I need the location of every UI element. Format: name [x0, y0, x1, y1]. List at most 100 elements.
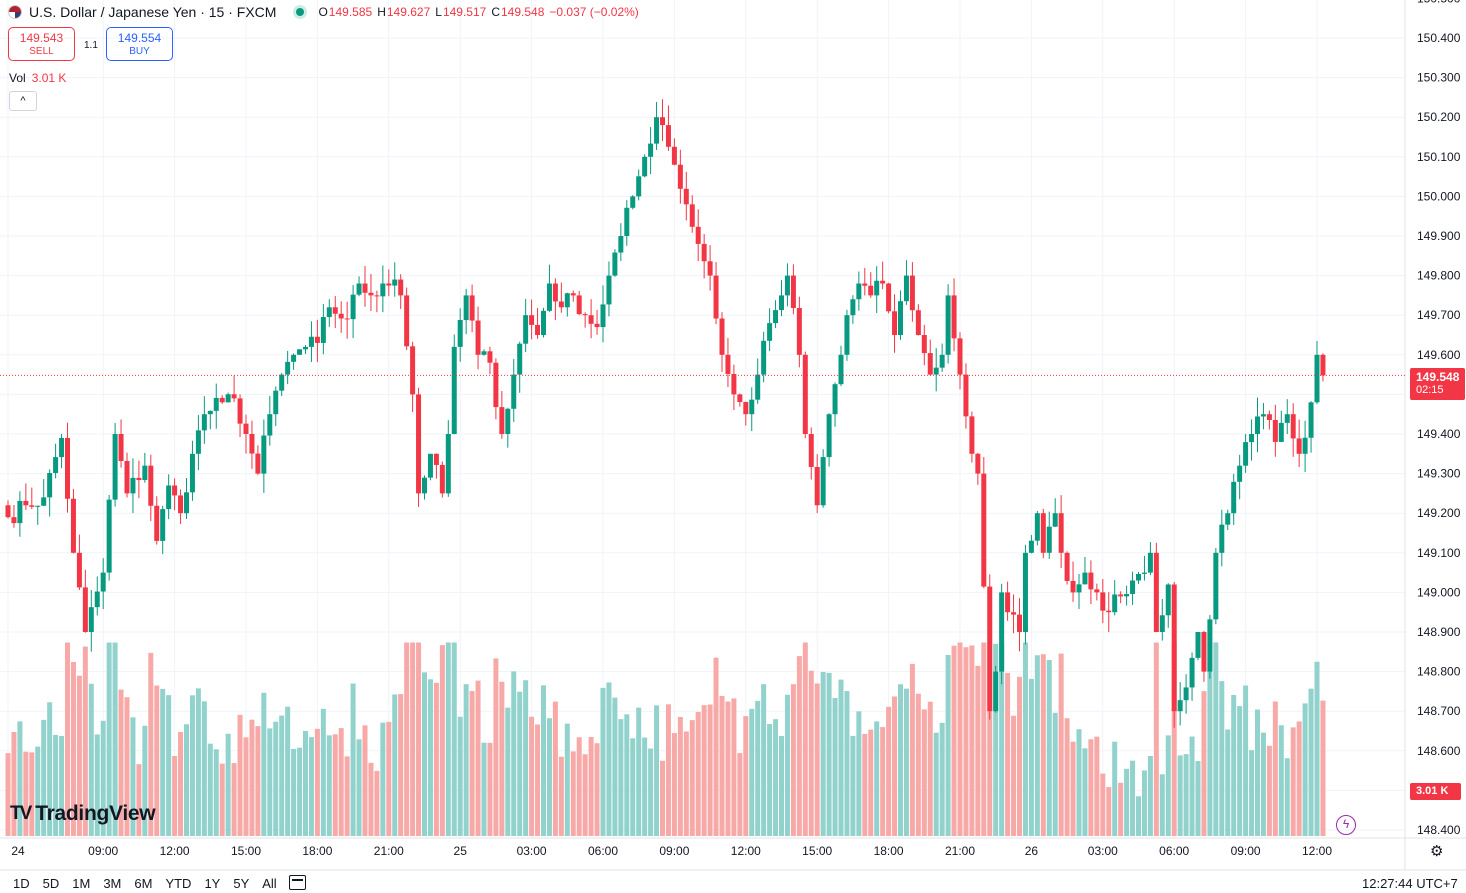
candle[interactable] — [719, 312, 725, 372]
candle[interactable] — [880, 261, 886, 290]
collapse-legend-button[interactable]: ^ — [9, 91, 37, 111]
candle[interactable] — [445, 420, 451, 497]
candle[interactable] — [231, 375, 237, 403]
candle[interactable] — [773, 300, 779, 328]
candle[interactable] — [820, 449, 826, 508]
candle[interactable] — [802, 351, 808, 439]
candle[interactable] — [41, 479, 47, 507]
candle[interactable] — [636, 169, 642, 201]
candle[interactable] — [844, 309, 850, 361]
candle[interactable] — [273, 386, 279, 427]
candle[interactable] — [112, 422, 118, 507]
candle[interactable] — [1260, 402, 1266, 430]
candle[interactable] — [326, 299, 332, 327]
candle[interactable] — [398, 274, 404, 309]
period-5d[interactable]: 5D — [42, 875, 60, 891]
candle[interactable] — [1088, 560, 1094, 605]
candle[interactable] — [755, 358, 761, 404]
candle[interactable] — [451, 334, 457, 435]
candle[interactable] — [767, 308, 773, 352]
volume-legend[interactable]: Vol 3.01 K — [9, 71, 66, 85]
candle[interactable] — [975, 452, 981, 485]
tradingview-logo[interactable]: TV TradingView — [10, 802, 156, 826]
candle[interactable] — [546, 264, 552, 312]
candle[interactable] — [380, 265, 386, 313]
candle[interactable] — [1100, 579, 1106, 624]
candle[interactable] — [505, 407, 511, 448]
candle[interactable] — [1112, 580, 1118, 616]
candle[interactable] — [743, 401, 749, 426]
candle[interactable] — [410, 341, 416, 413]
symbol-title[interactable]: U.S. Dollar / Japanese Yen · 15 · FXCM — [29, 4, 277, 20]
candle[interactable] — [826, 413, 832, 467]
candle[interactable] — [1052, 498, 1058, 527]
candle[interactable] — [1153, 542, 1159, 633]
candle[interactable] — [148, 454, 154, 522]
candle[interactable] — [969, 411, 975, 463]
candle[interactable] — [654, 101, 660, 150]
candle[interactable] — [1284, 399, 1290, 434]
candle[interactable] — [594, 309, 600, 335]
buy-button[interactable]: 149.554 BUY — [106, 27, 173, 61]
candle[interactable] — [874, 266, 880, 314]
candle[interactable] — [1189, 652, 1195, 701]
candle[interactable] — [225, 392, 231, 403]
candle[interactable] — [1278, 410, 1284, 443]
candle[interactable] — [790, 264, 796, 315]
candle[interactable] — [981, 456, 987, 589]
candle[interactable] — [1320, 353, 1326, 382]
candle[interactable] — [1201, 630, 1207, 682]
candle[interactable] — [808, 427, 814, 480]
candle[interactable] — [1213, 547, 1219, 625]
candle[interactable] — [47, 469, 53, 517]
candle[interactable] — [921, 324, 927, 366]
candle[interactable] — [1130, 571, 1136, 605]
candle[interactable] — [106, 494, 112, 581]
candle[interactable] — [898, 290, 903, 340]
candle[interactable] — [427, 453, 433, 481]
candle[interactable] — [100, 558, 106, 610]
candle[interactable] — [178, 489, 184, 524]
lightning-icon[interactable]: ϟ — [1336, 815, 1356, 835]
candle[interactable] — [261, 419, 267, 493]
candle[interactable] — [172, 478, 178, 511]
period-1y[interactable]: 1Y — [204, 875, 221, 891]
candle[interactable] — [439, 461, 445, 498]
candle[interactable] — [1034, 510, 1040, 546]
candle[interactable] — [1296, 419, 1302, 468]
candle[interactable] — [338, 301, 344, 333]
candle[interactable] — [630, 195, 636, 210]
calendar-icon[interactable] — [289, 875, 306, 890]
candle[interactable] — [70, 488, 76, 554]
candle[interactable] — [1022, 544, 1028, 645]
candle[interactable] — [308, 321, 314, 363]
candle[interactable] — [1076, 573, 1082, 609]
candle[interactable] — [665, 105, 671, 151]
candle[interactable] — [350, 285, 356, 339]
sell-button[interactable]: 149.543 SELL — [8, 27, 75, 61]
candle[interactable] — [368, 273, 374, 311]
candle[interactable] — [1255, 397, 1260, 453]
candle[interactable] — [886, 282, 892, 314]
period-1d[interactable]: 1D — [13, 875, 30, 891]
candle[interactable] — [422, 475, 427, 500]
candle[interactable] — [689, 195, 695, 233]
candle[interactable] — [136, 460, 142, 499]
candle[interactable] — [59, 433, 65, 469]
candle[interactable] — [356, 276, 362, 297]
candle[interactable] — [82, 569, 88, 633]
gear-icon[interactable]: ⚙ — [1430, 843, 1444, 860]
candle[interactable] — [784, 263, 790, 307]
candle[interactable] — [1094, 583, 1100, 601]
candle[interactable] — [320, 303, 326, 355]
candle[interactable] — [1106, 592, 1112, 632]
candle[interactable] — [166, 474, 172, 520]
candle[interactable] — [314, 319, 320, 362]
candle[interactable] — [814, 454, 820, 513]
candle[interactable] — [88, 590, 94, 652]
candle[interactable] — [487, 346, 493, 375]
candle[interactable] — [541, 307, 546, 338]
candle[interactable] — [576, 290, 582, 316]
candle[interactable] — [291, 353, 297, 371]
candle[interactable] — [642, 154, 648, 178]
